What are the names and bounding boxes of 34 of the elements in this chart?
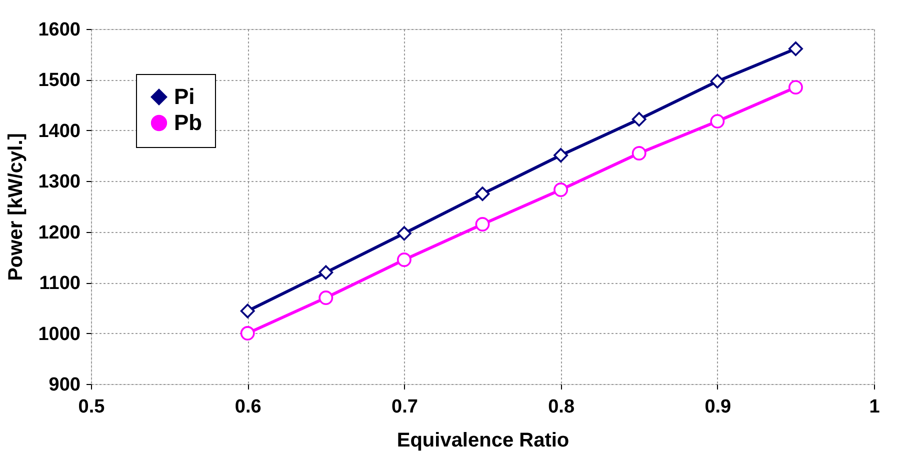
x-tick-label: 0.7	[391, 396, 418, 418]
y-tick-label: 1400	[38, 120, 80, 142]
y-tick-label: 1100	[39, 273, 80, 294]
x-tick-label: 0.9	[704, 396, 732, 418]
x-tick-label: 0.6	[234, 396, 262, 418]
point	[788, 80, 803, 95]
point	[554, 182, 568, 197]
y-axis-title: Power [kW/cyl.]	[5, 133, 28, 281]
y-tick-label: 1000	[38, 324, 80, 345]
point	[396, 226, 412, 241]
y-tick-label: 1500	[38, 70, 80, 92]
point	[475, 186, 490, 202]
point	[632, 146, 646, 160]
point	[318, 265, 334, 280]
x-tick-label: 1	[869, 396, 880, 418]
point	[554, 148, 568, 163]
point	[632, 112, 646, 126]
legend-label: Pi	[174, 84, 195, 109]
point	[318, 290, 334, 305]
y-tick-label: 900	[48, 374, 80, 396]
legend-label: Pb	[174, 110, 202, 135]
point	[710, 74, 725, 88]
y-tick-label: 1600	[38, 20, 80, 40]
y-tick-label: 1300	[38, 172, 80, 193]
y-tick-label: 1200	[38, 222, 80, 244]
x-axis-title: Equivalence Ratio	[396, 430, 570, 452]
point	[710, 114, 725, 129]
point	[396, 252, 412, 267]
point	[788, 42, 803, 56]
x-tick-label: 0.8	[548, 396, 575, 418]
point	[240, 326, 255, 340]
x-tick-label: 0.5	[78, 396, 106, 418]
point	[475, 217, 490, 232]
point	[240, 304, 255, 318]
